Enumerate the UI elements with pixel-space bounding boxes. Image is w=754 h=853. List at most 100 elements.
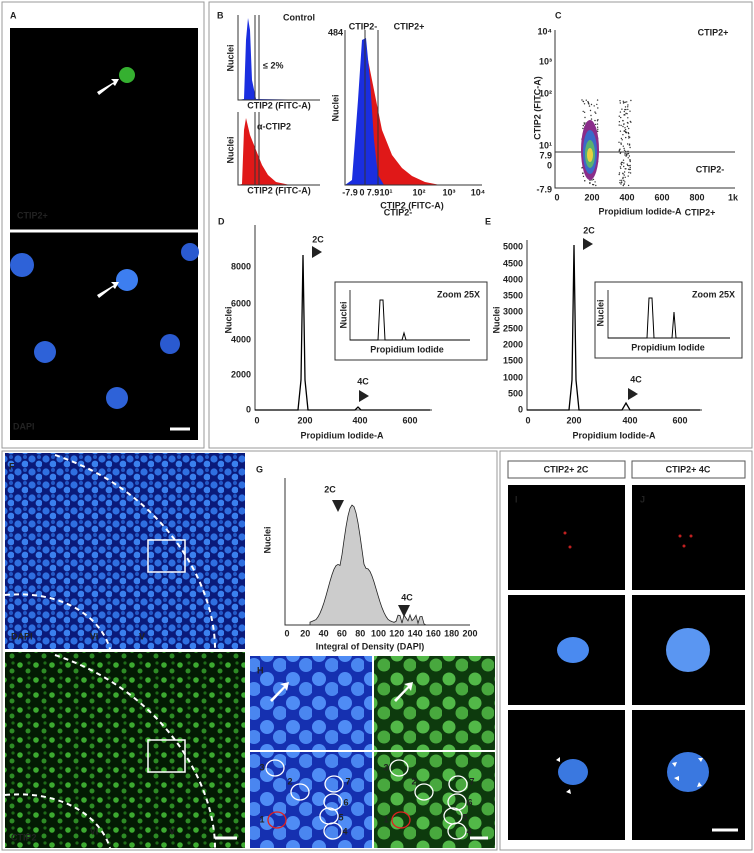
x-tick-label: 0 — [359, 187, 364, 197]
dot — [629, 168, 631, 171]
arrow — [97, 282, 119, 298]
dot — [629, 110, 631, 112]
frame — [1, 450, 498, 851]
roi — [147, 539, 186, 573]
histogram — [238, 118, 290, 185]
panel-label: C — [555, 10, 562, 20]
peak-label: 2C — [312, 234, 324, 244]
x-tick-label: 10² — [412, 187, 425, 197]
dot — [582, 127, 584, 130]
micrograph — [632, 485, 745, 590]
y-tick-label: 2500 — [503, 323, 523, 333]
dot — [618, 149, 621, 151]
panel-label: I — [515, 494, 518, 504]
dot — [594, 123, 597, 126]
frame — [499, 450, 753, 851]
dot — [622, 134, 624, 136]
x-tick-label: 0 — [525, 415, 530, 425]
dot — [623, 130, 625, 132]
dot — [627, 108, 629, 111]
dot — [624, 127, 626, 129]
frame — [1, 1, 205, 449]
x-axis-label: Propidium Iodide — [370, 344, 444, 354]
cell-outlines — [265, 759, 468, 840]
x-axis-label: CTIP2 (FITC-A) — [247, 185, 311, 195]
dot — [625, 112, 627, 115]
dot — [628, 135, 630, 138]
cell-number: 6 — [343, 797, 348, 807]
dot — [622, 102, 625, 104]
inset-title: Zoom 25X — [692, 289, 735, 299]
dot — [627, 117, 629, 119]
y-tick-label: 10¹ — [539, 140, 552, 150]
dot — [628, 137, 630, 139]
dot — [627, 132, 630, 135]
cell-outline — [290, 783, 310, 801]
layer-label: V — [139, 631, 145, 641]
signal — [682, 544, 686, 548]
dot — [618, 121, 621, 123]
x-tick-label: 800 — [689, 192, 704, 202]
dot — [623, 179, 625, 182]
dot — [623, 165, 625, 168]
x-tick-label: -7.9 — [342, 187, 358, 197]
cell-number: 7 — [345, 776, 350, 786]
dot — [582, 110, 584, 113]
roi — [147, 739, 186, 773]
dot — [623, 110, 625, 113]
dot — [618, 141, 620, 143]
dot — [627, 150, 629, 152]
dot — [627, 157, 629, 159]
dot — [628, 127, 630, 130]
nucleus — [667, 752, 709, 792]
x-tick-label: 200 — [462, 628, 477, 638]
panel-label: G — [256, 464, 263, 474]
dot — [582, 175, 585, 178]
dot — [623, 149, 626, 151]
y-tick-label: 2000 — [503, 339, 523, 349]
dot — [620, 142, 622, 144]
panel-label: E — [485, 216, 491, 226]
peak-label: 2C — [583, 225, 595, 235]
gate-label: CTIP2+ — [698, 27, 729, 37]
dot — [622, 125, 624, 128]
dot — [589, 182, 591, 185]
header-box — [507, 460, 626, 479]
cell-number: 1 — [383, 814, 388, 824]
x-tick-label: 0 — [284, 628, 289, 638]
cell-outline — [391, 811, 411, 829]
dot — [622, 145, 624, 147]
dot — [620, 143, 622, 145]
dot — [620, 124, 622, 127]
marker — [628, 388, 638, 400]
cell-number: 6 — [467, 797, 472, 807]
cell-outline — [324, 775, 344, 793]
dot — [624, 129, 627, 131]
stain-label: DAPI — [11, 631, 33, 641]
dot — [628, 155, 631, 157]
x-tick-label: 10⁴ — [471, 187, 485, 197]
axis — [344, 30, 482, 186]
x-tick-label: 0 — [254, 415, 259, 425]
y-tick-label: 1000 — [503, 372, 523, 382]
header-box — [631, 460, 746, 479]
dot — [620, 116, 622, 119]
dot — [626, 125, 629, 128]
x-axis-label: CTIP2 (FITC-A) — [247, 100, 311, 110]
dot — [582, 172, 584, 175]
x-tick-label: 160 — [426, 628, 441, 638]
dot — [590, 118, 593, 120]
dot — [624, 101, 626, 103]
dot — [624, 106, 627, 108]
x-tick-label: 180 — [444, 628, 459, 638]
dot — [622, 120, 624, 122]
dot — [627, 104, 629, 106]
arrow — [394, 682, 413, 702]
y-tick-label: 5000 — [503, 241, 523, 251]
layer-label: VI — [90, 631, 99, 641]
boundary — [54, 654, 216, 849]
signal — [689, 534, 693, 538]
panel-label: H — [257, 665, 264, 675]
